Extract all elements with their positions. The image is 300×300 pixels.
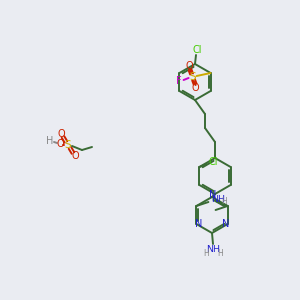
Text: N: N bbox=[209, 190, 217, 200]
Text: H: H bbox=[217, 248, 223, 257]
Text: S: S bbox=[189, 72, 196, 82]
Text: H: H bbox=[46, 136, 54, 146]
Text: N: N bbox=[222, 219, 229, 229]
Text: S: S bbox=[65, 140, 71, 150]
Text: O: O bbox=[186, 61, 194, 71]
Text: H: H bbox=[203, 248, 209, 257]
Text: NH: NH bbox=[206, 245, 220, 254]
Text: F: F bbox=[176, 76, 182, 86]
Text: Cl: Cl bbox=[192, 45, 202, 55]
Text: O: O bbox=[71, 151, 79, 161]
Text: O: O bbox=[56, 139, 64, 149]
Text: H: H bbox=[221, 197, 227, 206]
Text: N: N bbox=[195, 219, 202, 229]
Text: NH: NH bbox=[212, 194, 225, 203]
Text: O: O bbox=[192, 83, 200, 93]
Text: O: O bbox=[57, 129, 65, 139]
Text: Cl: Cl bbox=[209, 157, 218, 167]
